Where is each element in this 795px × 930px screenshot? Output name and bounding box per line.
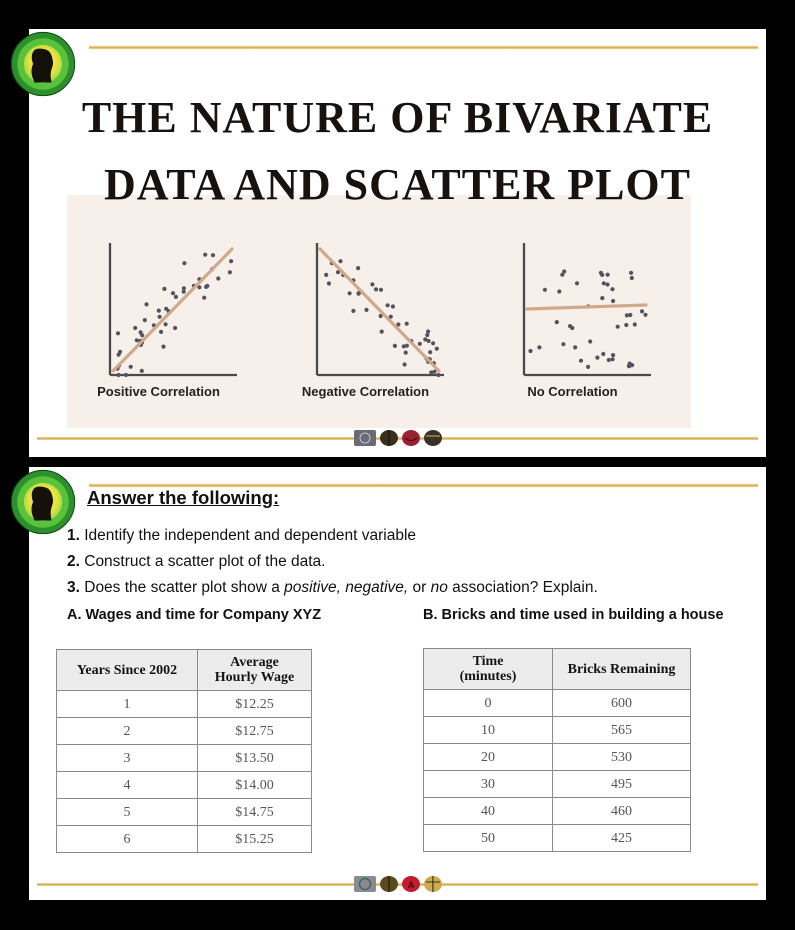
svg-text:A: A <box>407 880 414 890</box>
